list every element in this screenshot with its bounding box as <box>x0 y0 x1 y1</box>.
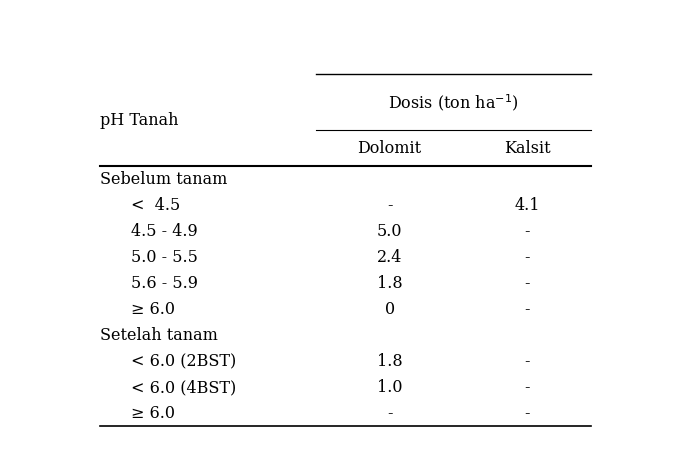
Text: <  4.5: < 4.5 <box>131 197 181 214</box>
Text: 2.4: 2.4 <box>377 249 402 266</box>
Text: ≥ 6.0: ≥ 6.0 <box>131 301 175 318</box>
Text: -: - <box>524 353 530 370</box>
Text: 5.6 - 5.9: 5.6 - 5.9 <box>131 275 198 292</box>
Text: ≥ 6.0: ≥ 6.0 <box>131 405 175 422</box>
Text: 1.8: 1.8 <box>377 275 402 292</box>
Text: 1.8: 1.8 <box>377 353 402 370</box>
Text: -: - <box>387 197 392 214</box>
Text: -: - <box>524 405 530 422</box>
Text: -: - <box>524 275 530 292</box>
Text: 5.0 - 5.5: 5.0 - 5.5 <box>131 249 198 266</box>
Text: < 6.0 (2BST): < 6.0 (2BST) <box>131 353 237 370</box>
Text: -: - <box>387 405 392 422</box>
Text: 4.5 - 4.9: 4.5 - 4.9 <box>131 223 198 240</box>
Text: -: - <box>524 301 530 318</box>
Text: 4.1: 4.1 <box>514 197 540 214</box>
Text: Kalsit: Kalsit <box>503 140 551 157</box>
Text: 5.0: 5.0 <box>377 223 402 240</box>
Text: 0: 0 <box>385 301 395 318</box>
Text: Dosis (ton ha$^{-1}$): Dosis (ton ha$^{-1}$) <box>388 92 519 113</box>
Text: Setelah tanam: Setelah tanam <box>100 327 218 344</box>
Text: -: - <box>524 379 530 396</box>
Text: -: - <box>524 249 530 266</box>
Text: Sebelum tanam: Sebelum tanam <box>100 171 227 188</box>
Text: < 6.0 (4BST): < 6.0 (4BST) <box>131 379 237 396</box>
Text: -: - <box>524 223 530 240</box>
Text: Dolomit: Dolomit <box>357 140 422 157</box>
Text: 1.0: 1.0 <box>377 379 402 396</box>
Text: pH Tanah: pH Tanah <box>100 112 179 129</box>
